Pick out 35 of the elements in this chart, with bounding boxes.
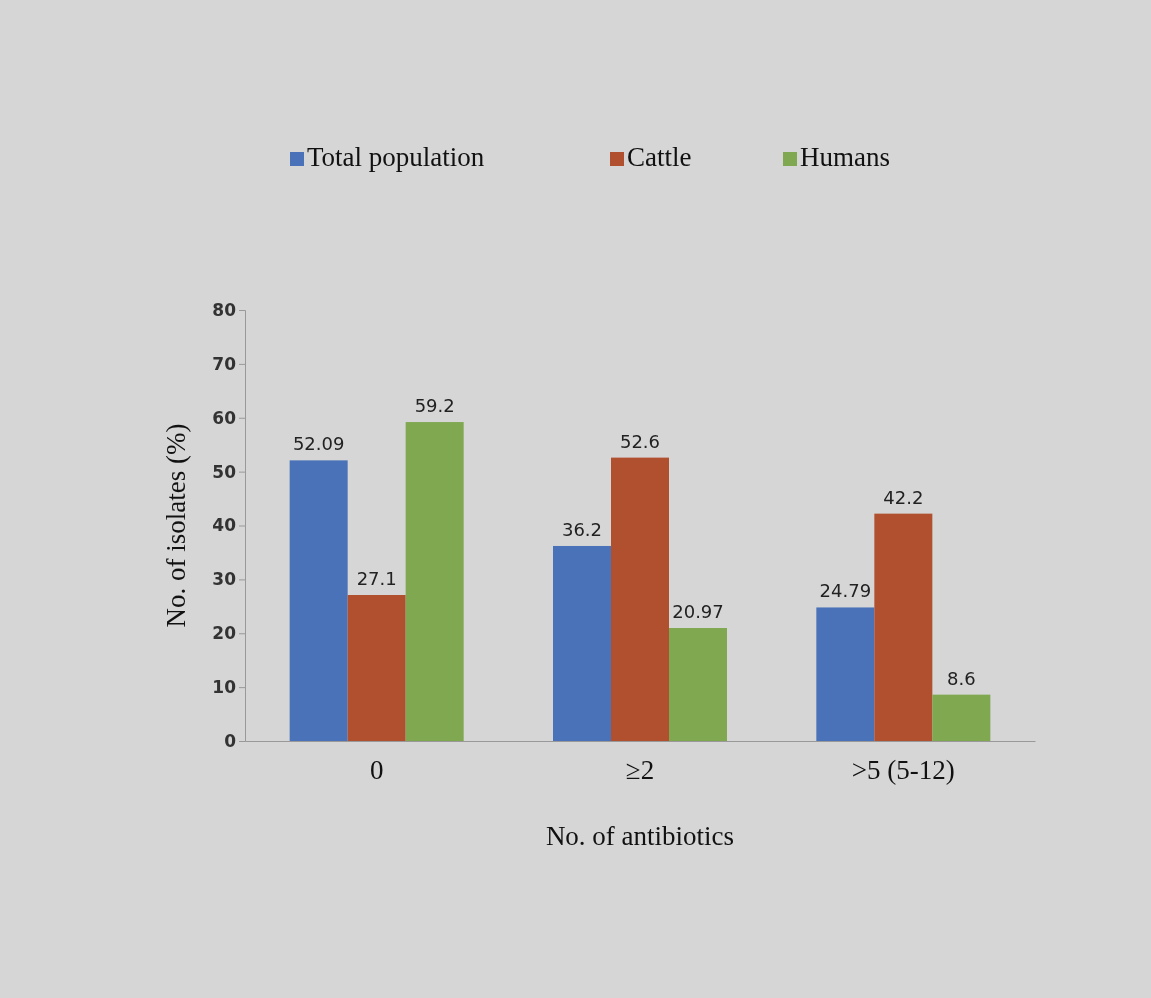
x-tick-label: 0	[369, 755, 384, 786]
data-label: 52.6	[619, 430, 661, 452]
y-tick-label: 50	[212, 461, 237, 482]
bar	[405, 422, 464, 741]
bar	[553, 545, 611, 741]
bar	[816, 607, 875, 741]
bar	[289, 460, 348, 741]
y-tick-label: 0	[224, 730, 237, 751]
legend-label: Humans	[800, 142, 890, 172]
y-tick-label: 80	[212, 299, 237, 320]
y-tick-label: 40	[212, 515, 237, 536]
data-label: 52.09	[292, 433, 345, 455]
bar	[611, 457, 669, 741]
x-tick-label: >5 (5-12)	[851, 755, 955, 786]
y-tick-label: 70	[212, 353, 237, 374]
bar	[874, 513, 933, 741]
y-axis-title: No. of isolates (%)	[161, 423, 191, 628]
data-label: 8.6	[947, 667, 976, 689]
data-label: 20.97	[672, 601, 724, 623]
bar	[347, 595, 406, 741]
bar	[932, 694, 991, 741]
y-tick-label: 20	[212, 623, 237, 644]
x-axis-title: No. of antibiotics	[545, 821, 735, 851]
data-label: 24.79	[819, 580, 872, 602]
y-tick-label: 60	[212, 407, 237, 428]
data-label: 36.2	[561, 518, 603, 540]
y-tick-label: 10	[212, 677, 237, 698]
y-tick-label: 30	[212, 569, 237, 590]
bar	[669, 628, 727, 741]
data-label: 42.2	[883, 486, 924, 508]
x-tick-label: ≥2	[625, 755, 655, 786]
legend-label: Total population	[307, 142, 485, 172]
legend-label: Cattle	[627, 142, 692, 172]
data-label: 27.1	[356, 568, 397, 589]
data-label: 59.2	[414, 395, 455, 417]
